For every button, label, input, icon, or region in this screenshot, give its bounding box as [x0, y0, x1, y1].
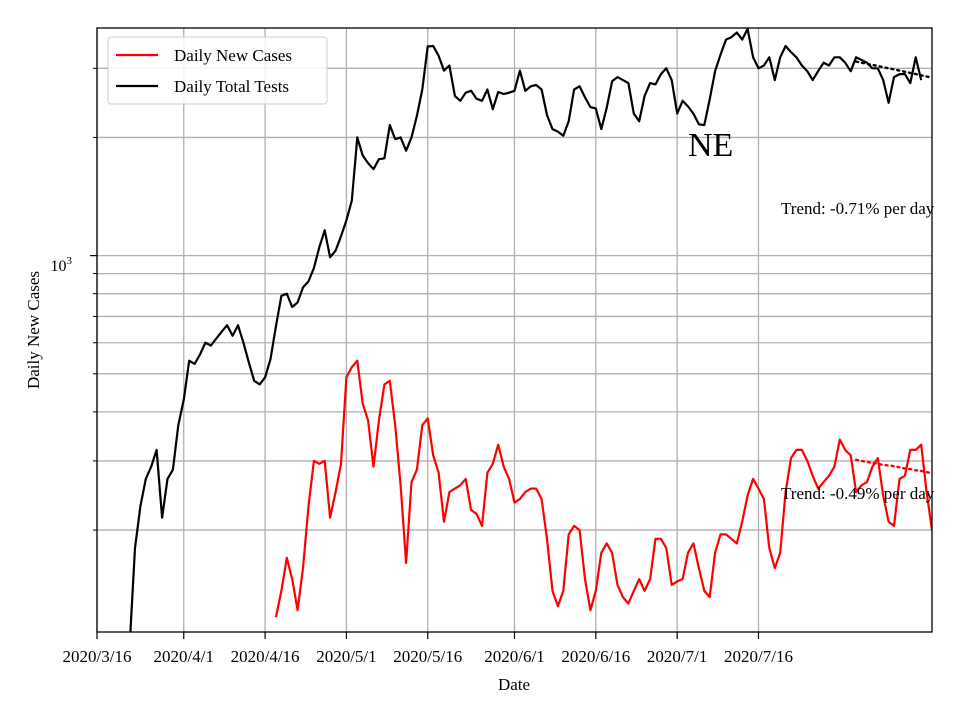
x-tick-label: 2020/4/1	[154, 647, 214, 666]
legend-label-tests: Daily Total Tests	[174, 77, 289, 96]
y-axis-label: Daily New Cases	[24, 271, 43, 389]
x-axis-label: Date	[498, 675, 530, 694]
x-tick-label: 2020/6/16	[561, 647, 630, 666]
state-annotation: NE	[688, 127, 733, 164]
x-tick-label: 2020/5/1	[316, 647, 376, 666]
series-line-daily-total-tests	[129, 28, 923, 632]
x-tick-label: 2020/6/1	[484, 647, 544, 666]
legend-box	[107, 36, 328, 105]
series-line-daily-new-cases	[274, 359, 932, 618]
y-tick-label-major: 103	[51, 255, 73, 275]
x-tick-label: 2020/4/16	[231, 647, 300, 666]
x-tick-label: 2020/5/16	[393, 647, 462, 666]
ticks-layer: 2020/3/16 2020/4/1 2020/4/16 2020/5/1 2020/5…	[63, 67, 793, 666]
y-tick-base: 10	[51, 258, 67, 275]
x-tick-label: 2020/3/16	[63, 647, 132, 666]
x-tick-label: 2020/7/1	[647, 647, 707, 666]
series-layer	[129, 28, 932, 632]
legend: Daily New Cases Daily Total Tests	[107, 36, 328, 105]
legend-label-cases: Daily New Cases	[174, 46, 292, 65]
cases-trend-annotation: Trend: -0.49% per day	[781, 484, 935, 503]
tests-trend-annotation: Trend: -0.71% per day	[781, 199, 935, 218]
y-tick-exp: 3	[67, 255, 73, 267]
x-gridlines	[96, 28, 760, 632]
x-tick-label: 2020/7/16	[724, 647, 793, 666]
series-line-tests-trend	[854, 60, 932, 79]
series-line-cases-trend	[854, 458, 932, 475]
